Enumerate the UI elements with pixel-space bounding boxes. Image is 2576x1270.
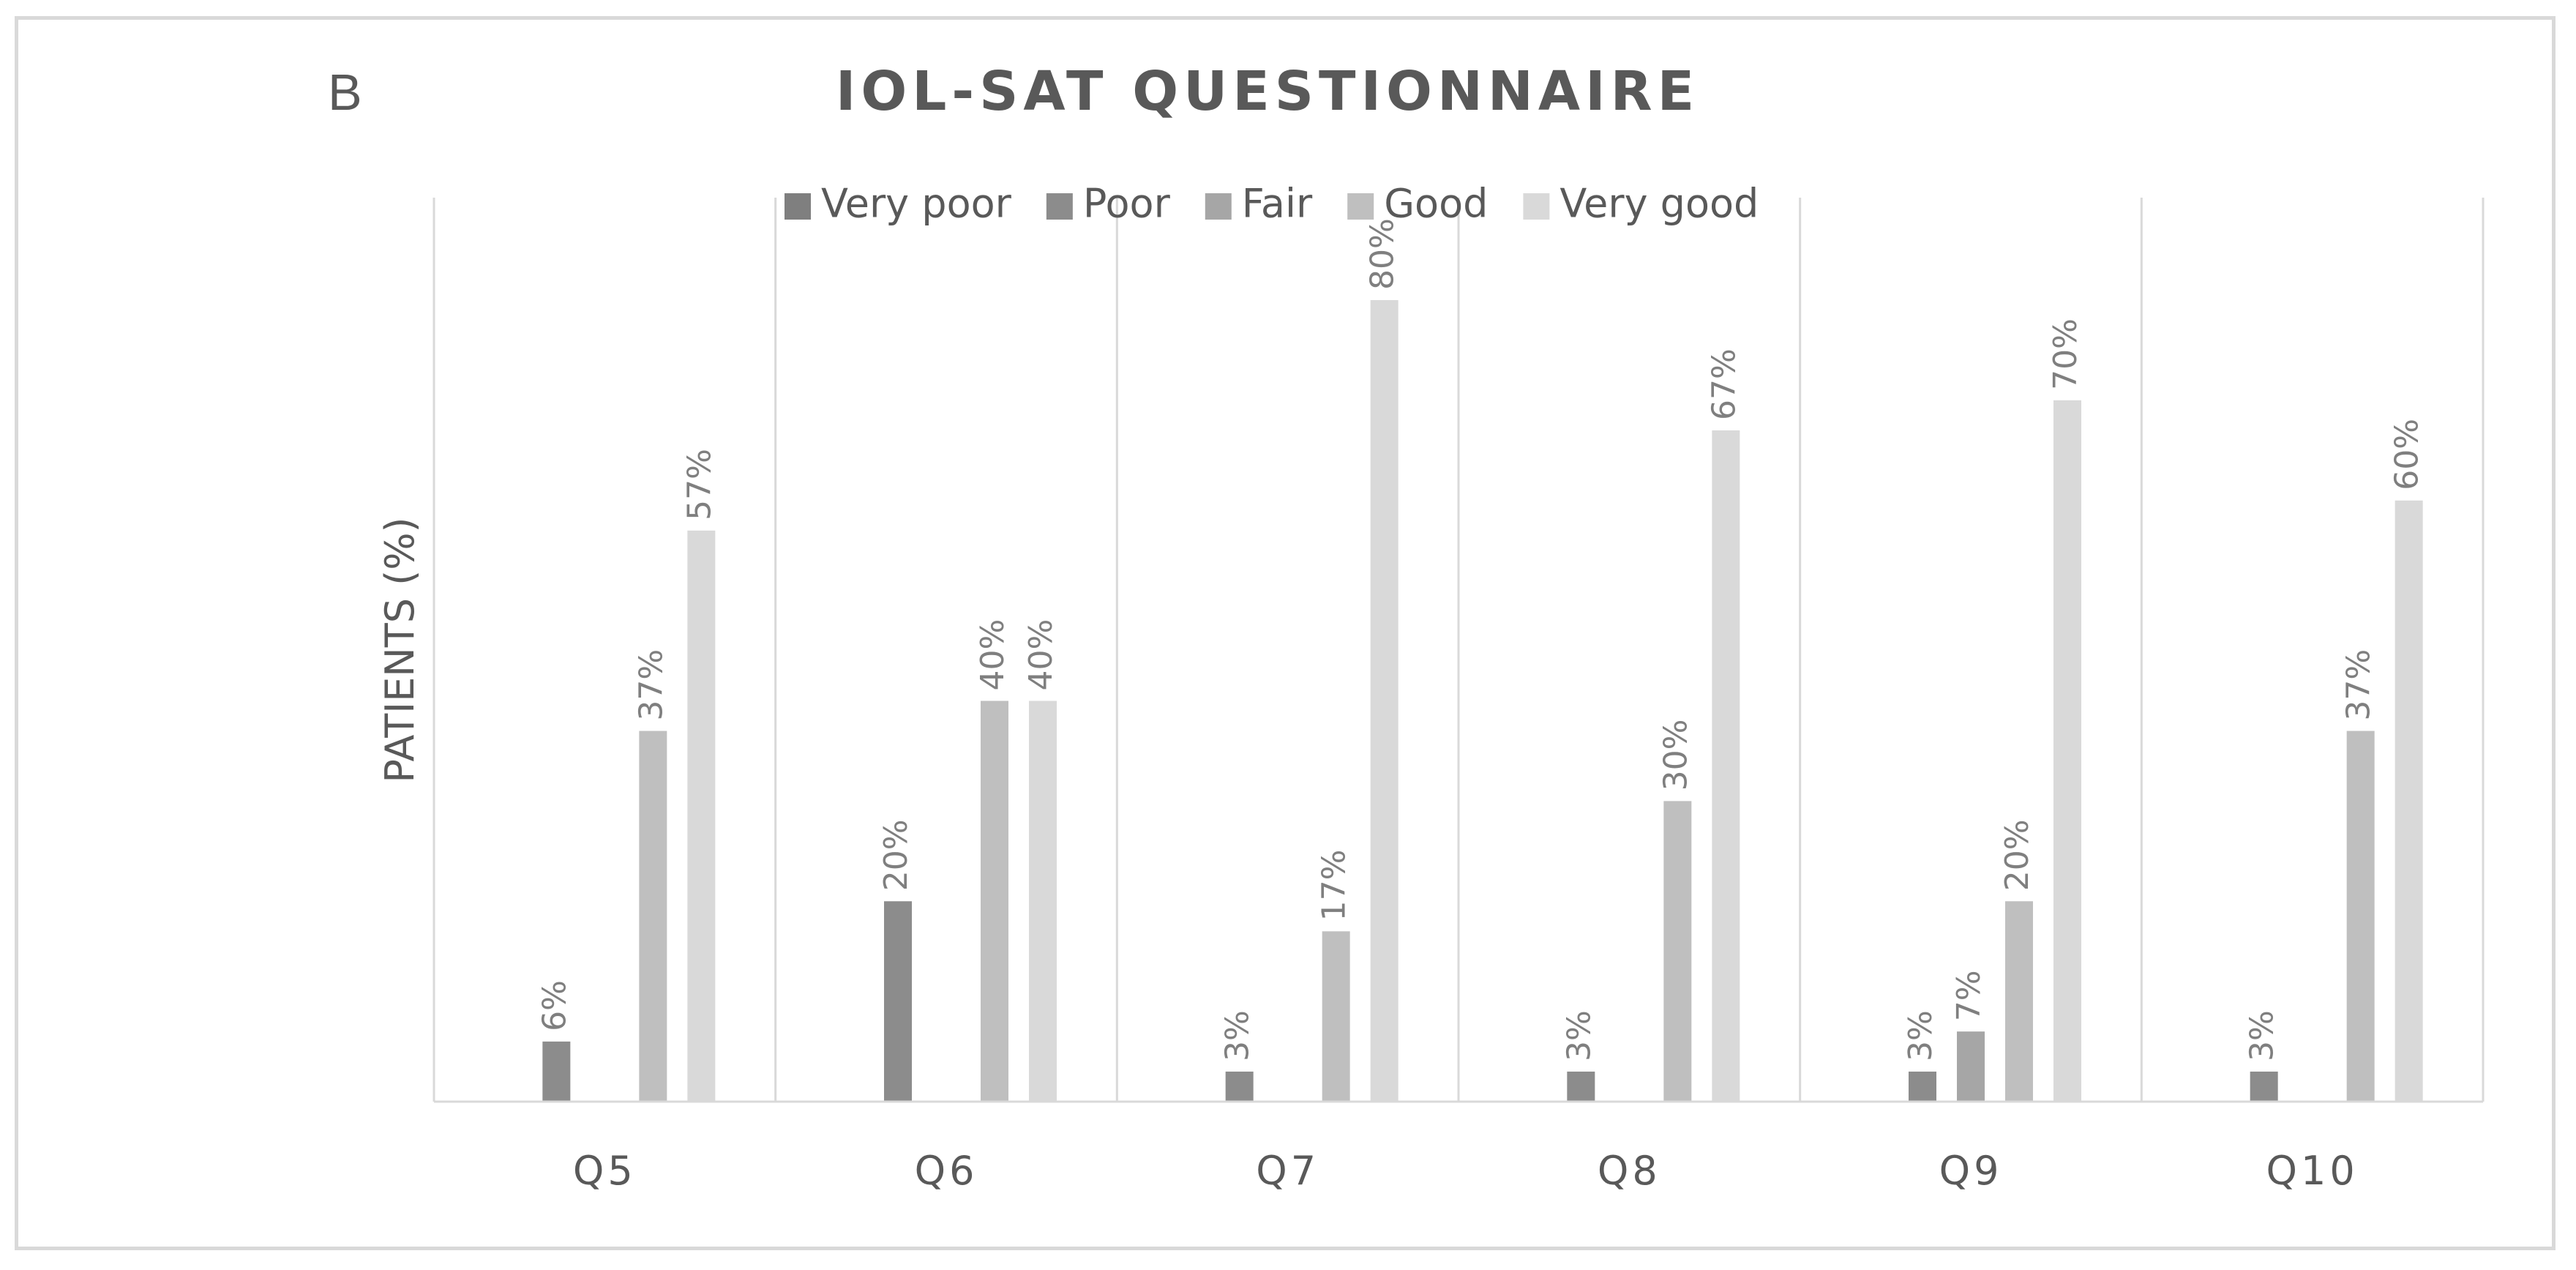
data-label-poor-q8: 3% — [1560, 1010, 1598, 1061]
data-label-good-q10: 37% — [2340, 649, 2378, 721]
data-label-poor-q9: 3% — [1902, 1010, 1939, 1061]
data-label-good-q8: 30% — [1657, 720, 1694, 791]
x-tick-q7: Q7 — [1256, 1148, 1319, 1194]
legend-label-good: Good — [1384, 181, 1488, 227]
data-label-very-good-q7: 80% — [1364, 218, 1401, 290]
data-label-poor-q5: 6% — [536, 980, 573, 1031]
bar-poor-q6 — [884, 901, 912, 1102]
legend-label-very-poor: Very poor — [821, 181, 1012, 227]
bar-poor-q5 — [542, 1041, 571, 1102]
bar-good-q5 — [639, 731, 667, 1102]
bar-poor-q9 — [1909, 1071, 1936, 1102]
data-label-poor-q6: 20% — [877, 819, 915, 891]
x-tick-q5: Q5 — [573, 1148, 637, 1194]
legend-swatch-very-poor — [785, 193, 811, 220]
bar-fair-q9 — [1957, 1031, 1985, 1102]
panel-letter: B — [328, 64, 362, 121]
y-axis-label: PATIENTS (%) — [377, 517, 423, 782]
chart-title: IOL-SAT QUESTIONNAIRE — [836, 60, 1699, 123]
data-label-very-good-q9: 70% — [2047, 318, 2084, 390]
x-axis-tick-labels: Q5 Q6 Q7 Q8 Q9 Q10 — [573, 1148, 2359, 1194]
bar-very-good-q9 — [2053, 400, 2081, 1102]
legend-label-very-good: Very good — [1560, 181, 1759, 227]
bar-very-good-q5 — [687, 530, 716, 1102]
category-gridlines — [433, 198, 2485, 1102]
bar-poor-q7 — [1225, 1071, 1254, 1102]
legend-swatch-very-good — [1523, 193, 1550, 220]
data-label-good-q5: 37% — [632, 649, 670, 721]
chart-frame — [15, 16, 2556, 1250]
data-labels: 6%37%57%20%40% 40%3%17%80%3%30%67%3%7%20%… — [536, 218, 2425, 1061]
data-label-good-q9: 20% — [1999, 819, 2036, 891]
bar-series — [542, 300, 2423, 1102]
bar-very-good-q8 — [1712, 430, 1740, 1102]
bar-good-q9 — [2005, 901, 2033, 1102]
bar-good-q6 — [981, 701, 1008, 1102]
x-tick-q6: Q6 — [915, 1148, 978, 1194]
bar-good-q10 — [2346, 731, 2375, 1102]
x-tick-q8: Q8 — [1598, 1148, 1661, 1194]
data-label-very-good-q6: 40% — [1022, 619, 1060, 691]
bar-very-good-q10 — [2395, 500, 2423, 1102]
data-label-good-q7: 17% — [1316, 850, 1353, 922]
x-tick-q10: Q10 — [2266, 1148, 2359, 1194]
data-label-very-good-q5: 57% — [681, 449, 718, 520]
x-tick-q9: Q9 — [1939, 1148, 2003, 1194]
data-label-poor-q10: 3% — [2244, 1010, 2281, 1061]
data-label-poor-q7: 3% — [1219, 1010, 1257, 1061]
bar-very-good-q6 — [1029, 701, 1057, 1102]
bar-good-q8 — [1663, 801, 1692, 1102]
legend-swatch-fair — [1205, 193, 1232, 220]
legend-swatch-good — [1347, 193, 1374, 220]
data-label-very-good-q10: 60% — [2389, 419, 2426, 490]
legend: Very poor Poor Fair Good Very good — [785, 181, 1759, 227]
legend-label-fair: Fair — [1242, 181, 1313, 227]
data-label-good-q6: 40% — [974, 619, 1011, 691]
bar-very-good-q7 — [1370, 300, 1399, 1102]
data-label-fair-q9: 7% — [1950, 970, 1988, 1021]
legend-swatch-poor — [1046, 193, 1073, 220]
bar-poor-q10 — [2250, 1071, 2278, 1102]
bar-poor-q8 — [1567, 1071, 1595, 1102]
legend-label-poor: Poor — [1083, 181, 1171, 227]
bar-good-q7 — [1322, 931, 1350, 1102]
data-label-very-good-q8: 67% — [1705, 348, 1742, 420]
